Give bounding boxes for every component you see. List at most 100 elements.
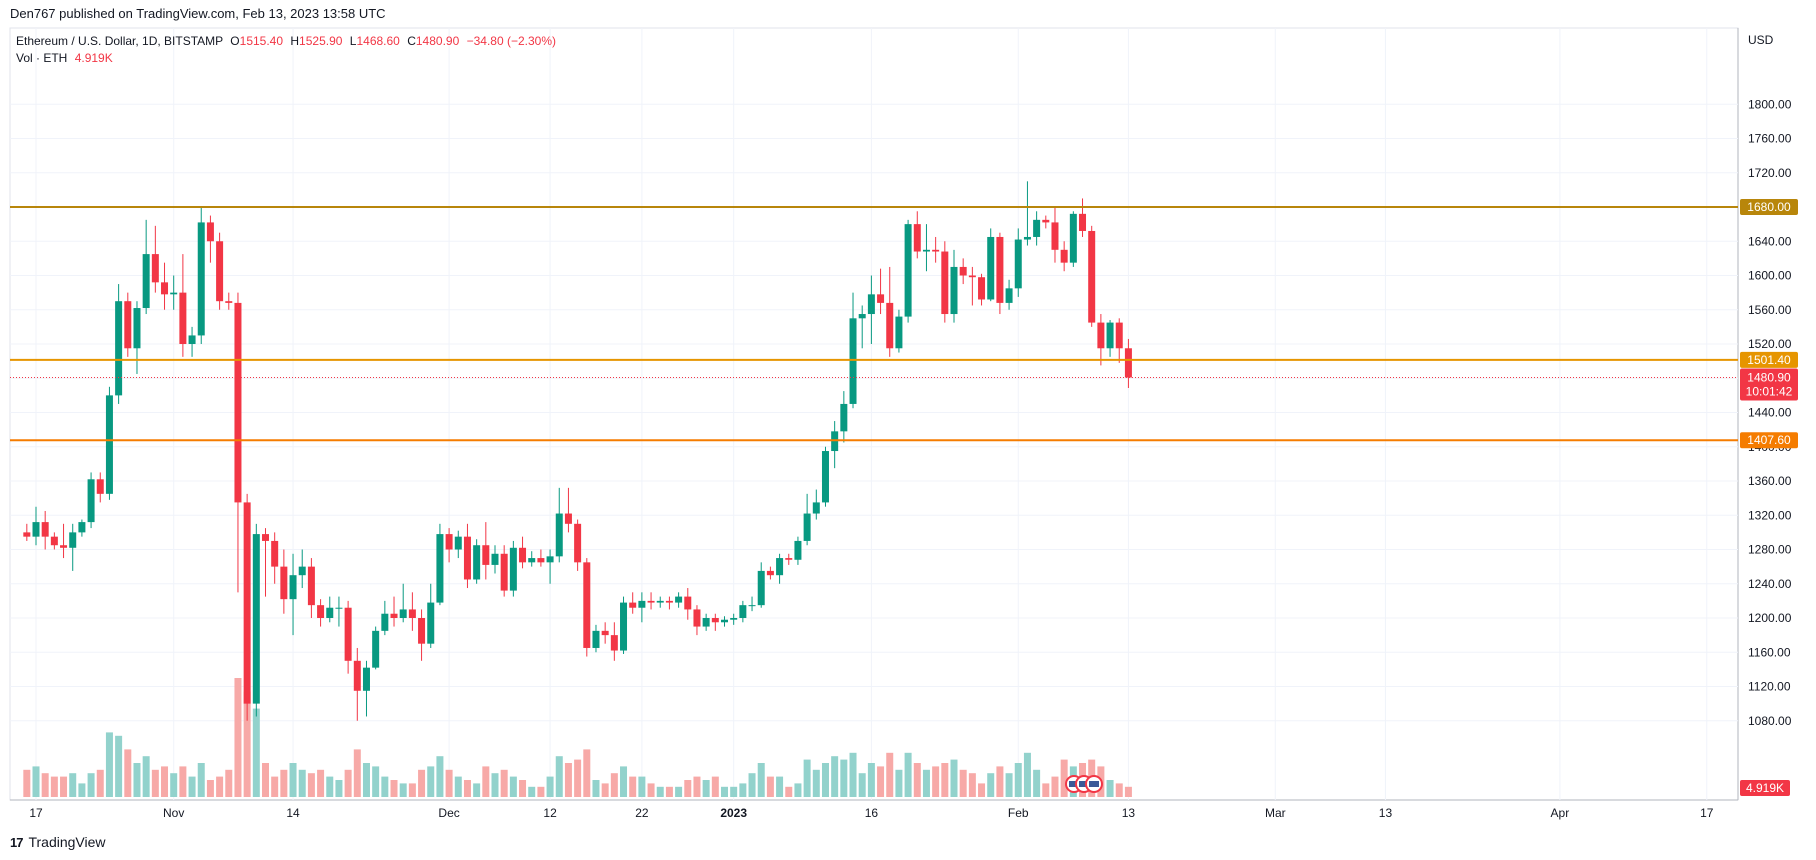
y-tick-label: 1520.00: [1748, 337, 1792, 351]
candle-body: [170, 292, 178, 295]
x-tick-label: Mar: [1265, 806, 1286, 820]
candle: [317, 599, 325, 627]
candle: [87, 472, 95, 529]
volume-bar: [711, 776, 719, 797]
open-value: 1515.40: [239, 34, 284, 48]
candle: [932, 236, 940, 263]
volume-bar: [234, 678, 242, 797]
candle-body: [353, 660, 361, 691]
candle: [959, 258, 967, 285]
volume-bar: [197, 763, 205, 797]
candle: [1042, 215, 1050, 229]
tradingview-logo-icon: 17: [10, 834, 24, 850]
candle-body: [1033, 219, 1041, 237]
candle-body: [491, 553, 499, 565]
volume-bar: [629, 776, 637, 797]
candle: [436, 523, 444, 606]
candle-body: [1014, 239, 1022, 289]
volume-bar: [133, 763, 141, 797]
candle: [941, 241, 949, 323]
volume-bar: [408, 783, 416, 797]
candle-body: [78, 522, 86, 533]
level-label: 1501.40: [1747, 353, 1791, 367]
volume-bar: [968, 773, 976, 797]
candle: [821, 446, 829, 507]
volume-bar: [592, 780, 600, 797]
flag-stripe-icon: [1069, 781, 1079, 787]
candle: [234, 292, 242, 593]
volume-bar: [427, 766, 435, 797]
candle-body: [1069, 213, 1077, 263]
x-tick-label: 22: [635, 806, 649, 820]
candle-body: [105, 395, 113, 494]
candle: [1106, 320, 1114, 357]
candle-body: [179, 292, 187, 344]
candle: [170, 275, 178, 310]
level-badge: [1740, 199, 1798, 215]
candle: [528, 551, 536, 567]
candle-body: [1088, 230, 1096, 323]
candle-body: [463, 536, 471, 580]
volume-bar: [886, 752, 894, 797]
candle-body: [23, 532, 31, 537]
volume-bar: [849, 752, 857, 797]
volume-bar: [1124, 786, 1132, 797]
candle-body: [188, 335, 196, 344]
candle-body: [959, 266, 967, 276]
candle-body: [344, 607, 352, 661]
volume-bar: [124, 749, 132, 797]
volume-bar: [243, 691, 251, 797]
candle: [133, 301, 141, 374]
x-tick-label: 17: [1700, 806, 1714, 820]
candle: [78, 519, 86, 537]
candle: [776, 553, 784, 584]
candle: [968, 266, 976, 306]
y-tick-label: 1160.00: [1748, 645, 1791, 659]
y-tick-label: 1320.00: [1748, 508, 1792, 522]
volume-bar: [115, 735, 123, 797]
candle-body: [730, 618, 738, 620]
volume-bar: [105, 732, 113, 797]
candle-body: [243, 502, 251, 704]
candle-body: [583, 562, 591, 648]
candle: [399, 583, 407, 623]
candle: [583, 558, 591, 657]
tradingview-footer[interactable]: 17 TradingView: [10, 834, 106, 850]
volume-bar: [748, 773, 756, 797]
candle: [840, 391, 848, 443]
candle: [418, 609, 426, 661]
candle: [60, 523, 68, 559]
volume-bar: [867, 763, 875, 797]
volume-bar: [620, 766, 628, 797]
volume-bar: [353, 749, 361, 797]
x-tick-label: 14: [286, 806, 300, 820]
candle-body: [776, 558, 784, 576]
volume-bar: [326, 776, 334, 797]
candle-body: [427, 602, 435, 644]
candle: [50, 532, 58, 550]
candle-body: [858, 314, 866, 319]
candle: [69, 523, 77, 571]
candle-body: [1106, 322, 1114, 349]
candle-body: [418, 618, 426, 644]
candle: [996, 232, 1004, 315]
candle: [629, 592, 637, 614]
candle-body: [702, 618, 710, 627]
x-tick-label: 2023: [720, 806, 747, 820]
volume-bar: [766, 776, 774, 797]
volume-bar: [730, 786, 738, 797]
volume-bar: [858, 773, 866, 797]
candle-body: [216, 241, 224, 302]
flag-stripe-icon: [1079, 781, 1089, 787]
candle: [1051, 207, 1059, 263]
level-badge: [1740, 432, 1798, 449]
candle: [592, 624, 600, 653]
volume-bar: [574, 759, 582, 797]
candle: [298, 549, 306, 589]
candle: [1069, 211, 1077, 267]
candle: [23, 523, 31, 541]
x-axis: 17Nov14Dec1222202316Feb13Mar13Apr17Ma: [29, 28, 1714, 820]
candle: [41, 510, 49, 550]
volume-bar: [482, 766, 490, 797]
